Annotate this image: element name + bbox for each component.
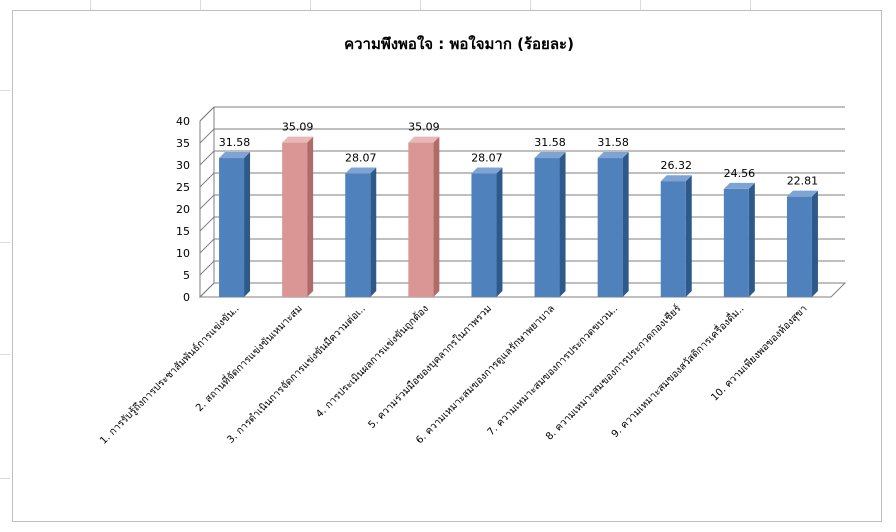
bar-side (811, 190, 818, 297)
bar-top (723, 182, 755, 189)
y-tick-label: 0 (183, 291, 190, 304)
y-tick-label: 25 (176, 181, 190, 194)
y-tick-label: 20 (176, 203, 190, 216)
bar (786, 190, 818, 297)
bar-side (433, 136, 440, 297)
bar-front (534, 158, 560, 297)
x-tick-label: 8. ความเหมาะสมของการประกวดกองเชียร์ (543, 302, 683, 442)
y-axis-ticks: 0 5 10 15 20 25 30 35 40 (176, 115, 190, 304)
data-label: 31.58 (597, 136, 629, 149)
x-tick-label: 6. ความเหมาะสมของการดูแลรักษาพยาบาล (414, 303, 557, 446)
bar (345, 167, 377, 297)
bar-front (723, 188, 749, 297)
gridline-diagonal (199, 150, 215, 166)
bar (660, 175, 692, 297)
bar (597, 152, 629, 297)
sheet-column-divider (310, 0, 311, 10)
sheet-column-divider (420, 0, 421, 10)
sheet-column-divider (200, 0, 201, 10)
gridline-diagonal (199, 216, 215, 232)
bars (219, 136, 818, 297)
data-labels: 31.58 35.09 28.07 35.09 28.07 31.58 31.58 26.32… (219, 121, 818, 188)
sheet-row-divider (0, 90, 10, 91)
x-tick-label: 7. ความเหมาะสมของการประกวดขบวน.. (486, 303, 621, 438)
sheet-column-divider (750, 0, 751, 10)
bar-front (219, 158, 245, 297)
gridline-diagonal (199, 238, 215, 254)
bar-front (345, 173, 371, 297)
bar-side (496, 167, 503, 297)
x-tick-label: 5. ความร่วมมือของบุคลากรในภาพรวม (366, 303, 494, 431)
y-tick-label: 35 (176, 137, 190, 150)
bar-top (471, 167, 503, 174)
gridline-diagonal (199, 106, 215, 122)
gridline-diagonal (199, 172, 215, 188)
y-tick-label: 5 (183, 269, 190, 282)
gridline-diagonal (199, 260, 215, 276)
x-axis-labels: 1. การรับรู้ถึงการประชาสัมพันธ์การแข่งขั… (98, 301, 810, 447)
data-label: 28.07 (345, 151, 377, 164)
sheet-row-divider (0, 242, 10, 243)
gridline-diagonal (199, 128, 215, 144)
bar-top (786, 190, 818, 197)
gridline-diagonal (199, 194, 215, 210)
x-tick-label: 2. สถานที่จัดการแข่งขันเหมาะสม (192, 301, 305, 414)
sheet-row-divider (0, 478, 10, 479)
y-tick-label: 30 (176, 159, 190, 172)
bar-front (282, 142, 308, 297)
bar-side (559, 152, 566, 297)
bar-front (660, 181, 686, 297)
sheet-row-divider (0, 354, 10, 355)
bar (723, 182, 755, 297)
bar-side (622, 152, 629, 297)
bar-top (345, 167, 377, 174)
bar-top (597, 152, 629, 159)
bar-side (685, 175, 692, 297)
chart-container[interactable]: ความพึงพอใจ : พอใจมาก (ร้อยละ) 0 5 10 15 20 2… (12, 10, 882, 522)
bar-top (534, 152, 566, 159)
bar-top (282, 136, 314, 143)
x-tick-label: 1. การรับรู้ถึงการประชาสัมพันธ์การแข่งขั… (98, 303, 242, 447)
bar-front (471, 173, 497, 297)
data-label: 22.81 (787, 175, 819, 188)
y-tick-label: 40 (176, 115, 190, 128)
bar-front (786, 196, 812, 297)
data-label: 35.09 (282, 121, 314, 134)
bar-top (219, 152, 251, 159)
gridline-diagonal (199, 282, 215, 298)
bar-top (660, 175, 692, 182)
bar-side (244, 152, 251, 297)
data-label: 31.58 (534, 136, 566, 149)
bar-side (307, 136, 314, 297)
data-label: 24.56 (724, 167, 756, 180)
bar (219, 152, 251, 297)
bar-front (597, 158, 623, 297)
data-label: 31.58 (219, 136, 251, 149)
bar-side (370, 167, 377, 297)
bar-chart: ความพึงพอใจ : พอใจมาก (ร้อยละ) 0 5 10 15 20 2… (98, 35, 847, 447)
data-label: 35.09 (408, 121, 440, 134)
bar-top (408, 136, 440, 143)
bar (282, 136, 314, 297)
x-tick-label: 4. การประเมินผลการแข่งขันถูกต้อง (314, 303, 431, 420)
bar (471, 167, 503, 297)
bar-side (748, 182, 755, 297)
bar (534, 152, 566, 297)
y-tick-label: 10 (176, 247, 190, 260)
sheet-column-divider (530, 0, 531, 10)
x-tick-label: 9. ความเหมาะสมของสวัสดิการเครื่องดื่ม.. (608, 301, 747, 440)
sheet-column-divider (90, 0, 91, 10)
bar (408, 136, 440, 297)
data-label: 28.07 (471, 151, 503, 164)
data-label: 26.32 (661, 159, 693, 172)
bar-front (408, 142, 434, 297)
chart-title: ความพึงพอใจ : พอใจมาก (ร้อยละ) (344, 35, 574, 53)
x-tick-label: 3. การดำเนินการจัดการแข่งขันมีความต่อเ.. (225, 303, 368, 446)
sheet-column-divider (640, 0, 641, 10)
y-tick-label: 15 (176, 225, 190, 238)
